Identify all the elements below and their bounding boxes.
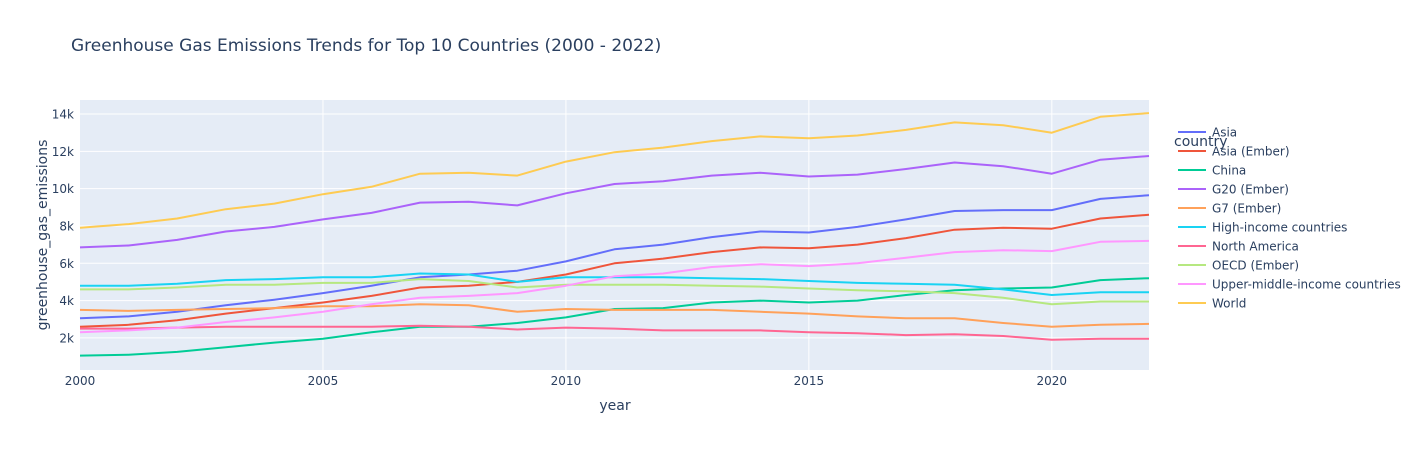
x-axis-label: year xyxy=(599,398,630,414)
plot-area xyxy=(80,100,1149,370)
legend-item[interactable]: Asia xyxy=(1178,126,1237,140)
x-tick-label: 2020 xyxy=(1037,374,1068,388)
legend-label: OECD (Ember) xyxy=(1212,259,1299,273)
legend-label: G7 (Ember) xyxy=(1212,202,1281,216)
legend-label: Asia (Ember) xyxy=(1212,145,1290,159)
legend-item[interactable]: China xyxy=(1178,164,1246,178)
series-line-asia xyxy=(79,194,1150,320)
legend-item[interactable]: Upper-middle-income countries xyxy=(1178,278,1401,292)
legend-item[interactable]: G7 (Ember) xyxy=(1178,202,1281,216)
legend-label: North America xyxy=(1212,240,1299,254)
y-tick-label: 8k xyxy=(59,219,74,233)
y-axis-label: greenhouse_gas_emissions xyxy=(35,140,51,331)
legend-item[interactable]: World xyxy=(1178,297,1246,311)
series-line-upper-middle-income-countries xyxy=(79,239,1150,334)
legend-title: country xyxy=(1174,134,1228,150)
series-line-world xyxy=(79,112,1150,229)
y-tick-label: 4k xyxy=(59,294,74,308)
legend-label: World xyxy=(1212,297,1246,311)
y-axis-ticks: 2k 4k 6k 8k 10k 12k 14k xyxy=(52,107,74,345)
series-line-g20-ember- xyxy=(79,155,1150,249)
series-line-oecd-ember- xyxy=(80,278,1149,306)
y-tick-label: 2k xyxy=(59,331,74,345)
x-axis-ticks: 2000 2005 2010 2015 2020 xyxy=(65,374,1067,388)
legend-item[interactable]: OECD (Ember) xyxy=(1178,259,1299,273)
legend-label: Asia xyxy=(1212,126,1237,140)
legend-label: Upper-middle-income countries xyxy=(1212,278,1401,292)
y-tick-label: 10k xyxy=(52,182,74,196)
series-line-g7-ember- xyxy=(79,303,1150,328)
x-tick-label: 2005 xyxy=(308,374,339,388)
legend-item[interactable]: High-income countries xyxy=(1178,221,1347,235)
legend-item[interactable]: Asia (Ember) xyxy=(1178,145,1290,159)
series-line-north-america xyxy=(80,324,1149,341)
legend-label: High-income countries xyxy=(1212,221,1347,235)
series-lines xyxy=(79,112,1150,357)
legend-label: G20 (Ember) xyxy=(1212,183,1289,197)
x-tick-label: 2010 xyxy=(551,374,582,388)
chart-title: Greenhouse Gas Emissions Trends for Top … xyxy=(71,36,661,56)
legend-item[interactable]: North America xyxy=(1178,240,1299,254)
legend: Asia Asia (Ember) China G20 (Ember) G7 (Embe… xyxy=(1178,126,1401,311)
x-tick-label: 2015 xyxy=(794,374,825,388)
y-tick-label: 12k xyxy=(52,145,74,159)
legend-item[interactable]: G20 (Ember) xyxy=(1178,183,1289,197)
x-tick-label: 2000 xyxy=(65,374,96,388)
series-line-asia-ember- xyxy=(79,213,1150,328)
y-tick-label: 6k xyxy=(59,257,74,271)
y-tick-label: 14k xyxy=(52,107,74,121)
legend-label: China xyxy=(1212,164,1246,178)
